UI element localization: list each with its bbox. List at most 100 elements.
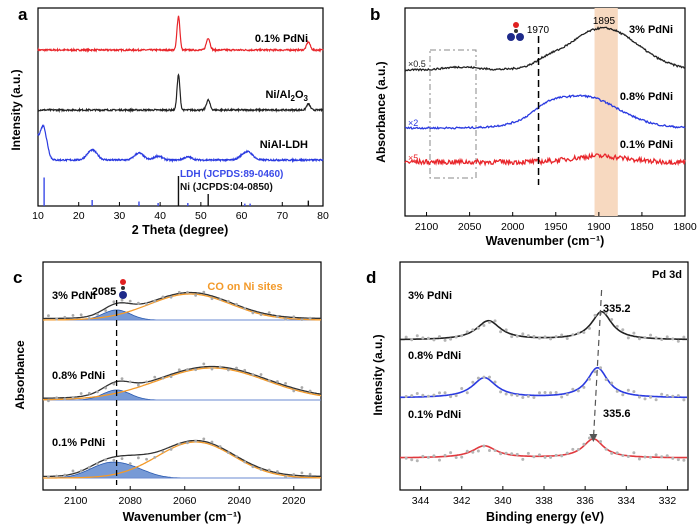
panel-d-data-point [587, 326, 591, 330]
panel-d-data-point [676, 394, 680, 398]
panel-c-data-point [87, 391, 91, 395]
panel-d-data-point [637, 337, 641, 341]
panel-d-data-point [576, 447, 580, 451]
panel-d-data-point [437, 335, 441, 339]
panel-d-x-tick-label: 338 [535, 495, 553, 507]
panel-d-data-point [665, 454, 669, 458]
panel-b-scale-2: ×2 [408, 118, 418, 128]
panel-b-x-ticks: 2100 2050 2000 1950 1900 1850 1800 [415, 212, 697, 233]
panel-c-data-point [104, 458, 108, 462]
panel-c-data-point [202, 437, 206, 441]
panel-d-data-point [432, 338, 436, 342]
panel-b-x-tick-label: 1800 [673, 221, 697, 233]
panel-d-dashed-arrow [592, 289, 603, 441]
panel-c-data-point [194, 294, 198, 297]
panel-b-x-tick-label: 2000 [501, 221, 525, 233]
panel-d-data-point [587, 436, 591, 440]
co-molecule-icon [119, 279, 127, 299]
panel-d-data-point [671, 394, 675, 398]
panel-c-data-point [202, 362, 206, 366]
panel-c-label-3pct: 3% PdNi [52, 290, 96, 302]
panel-d-data-point [621, 393, 625, 397]
panel-c-data-point [79, 469, 83, 473]
panel-d-data-point [582, 385, 586, 389]
panel-d-data-point [543, 335, 547, 339]
panel-d-data-point [626, 454, 630, 458]
panel-d-data-point [404, 456, 408, 460]
panel-d-data-point [637, 457, 641, 461]
panel-c-data-point [169, 375, 173, 379]
panel-b-band-rect [594, 8, 618, 216]
panel-c-data-point [128, 380, 132, 384]
panel-d-data-point [660, 392, 664, 396]
panel-d-x-tick-label: 332 [659, 495, 677, 507]
panel-b-x-tick-label: 1950 [544, 221, 568, 233]
panel-a-ref-ni-label: Ni (JCPDS:04-0850) [180, 182, 273, 193]
panel-d-data-point [604, 311, 608, 315]
panel-d-data-point [676, 458, 680, 462]
panel-c-data-point [308, 389, 312, 393]
panel-d-data-point [632, 451, 636, 455]
panel-a-x-ticks: 10 20 30 40 50 60 70 80 [32, 202, 329, 222]
panel-d-data-point [537, 336, 541, 340]
panel-d-data-point [437, 391, 441, 395]
panel-a-label-ldh: NiAl-LDH [260, 139, 308, 151]
panel-c-x-tick-label: 2080 [119, 495, 143, 507]
panel-b: b Absorbance (a.u.) Wavenumber (cm⁻¹) 21… [370, 5, 697, 248]
panel-d-data-point [460, 334, 464, 338]
panel-a-x-tick-label: 10 [32, 210, 44, 222]
panel-d-data-point [499, 390, 503, 394]
co-molecule-icon [507, 22, 524, 41]
panel-d-data-point [682, 398, 686, 402]
panel-c-series [43, 290, 322, 479]
panel-b-annotation-1970: 1970 [527, 25, 550, 36]
panel-b-letter: b [370, 5, 380, 24]
panel-d-data-point [537, 453, 541, 457]
panel-c-data-point [226, 368, 230, 372]
panel-c-data-point [169, 448, 173, 451]
panel-d-data-point [615, 389, 619, 393]
panel-a-x-tick-label: 30 [114, 210, 126, 222]
panel-d-title: Pd 3d [652, 269, 682, 281]
panel-c-data-point [63, 315, 67, 319]
panel-c-data-point [96, 462, 99, 466]
panel-d-data-point [471, 380, 475, 384]
panel-c-data-point [79, 392, 83, 395]
panel-a-x-tick-label: 40 [154, 210, 166, 222]
panel-a-series-line [37, 73, 324, 114]
panel-c-data-point [63, 473, 67, 477]
panel-d-data-point [654, 453, 658, 457]
panel-c-data-point [63, 397, 67, 401]
panel-d-data-point [465, 391, 469, 395]
panel-d-arrow-head [589, 434, 598, 442]
panel-b-label-3pct: 3% PdNi [629, 24, 673, 36]
panel-d-data-point [643, 397, 647, 401]
panel-d-label-01pct: 0.1% PdNi [408, 409, 461, 421]
panel-c-data-point [235, 302, 238, 306]
panel-c-data-point [153, 299, 157, 303]
panel-a-series [37, 15, 324, 164]
panel-d-data-point [521, 332, 525, 336]
panel-d-data-point [649, 395, 653, 399]
panel-d-data-point [671, 456, 675, 460]
panel-c-data-point [71, 396, 75, 399]
panel-c-data-point [300, 318, 304, 322]
panel-c-data-point [112, 300, 116, 304]
panel-d-data-point [599, 366, 603, 370]
panel-c-data-point [71, 314, 75, 317]
panel-d-data-point [565, 393, 569, 397]
panel-c-data-point [292, 389, 296, 393]
panel-d-data-point [526, 451, 530, 455]
panel-c-xlabel: Wavenumber (cm⁻¹) [123, 510, 242, 524]
panel-a-x-tick-label: 60 [236, 210, 248, 222]
panel-d-data-point [543, 391, 547, 395]
panel-d-data-point [643, 336, 647, 340]
panel-d-data-point [443, 391, 447, 395]
panel-c-data-point [194, 368, 198, 372]
panel-c-data-point [300, 386, 304, 389]
panel-d-marker-line [589, 289, 603, 442]
panel-b-series-line [404, 151, 686, 167]
panel-d-data-point [493, 449, 497, 453]
panel-b-x-tick-label: 1900 [587, 221, 611, 233]
panel-c-data-point [136, 456, 140, 460]
